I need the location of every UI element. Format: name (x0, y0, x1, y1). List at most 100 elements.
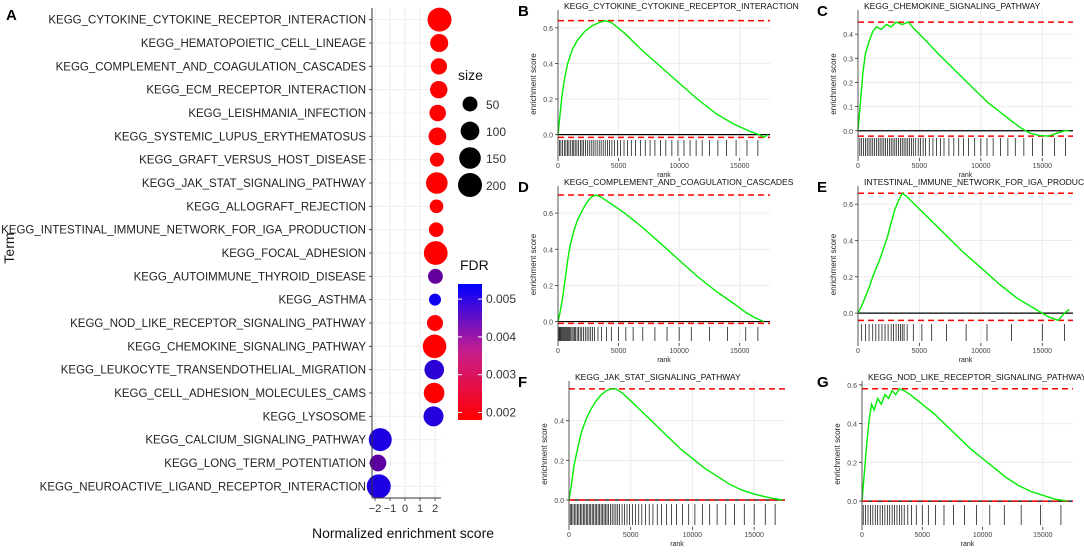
panel-title: KEGG_NOD_LIKE_RECEPTOR_SIGNALING_PATHWAY (868, 372, 1084, 382)
y-axis-label: enrichment score (829, 53, 838, 115)
x-tick-label: 10000 (971, 163, 991, 170)
y-tick-label: 0.0 (543, 133, 553, 140)
y-tick-label: 0.1 (843, 105, 853, 112)
size-legend-label: 50 (486, 98, 500, 112)
x-axis-label: rank (657, 172, 671, 179)
fdr-colorbar (458, 284, 482, 420)
term-label: KEGG_HEMATOPOIETIC_CELL_LINEAGE (141, 38, 367, 50)
panel-a: KEGG_CYTOKINE_CYTOKINE_RECEPTOR_INTERACT… (1, 7, 516, 541)
x-tick-label: 0 (556, 348, 560, 355)
x-axis-label: Normalized enrichment score (312, 525, 494, 541)
term-label: KEGG_INTESTINAL_IMMUNE_NETWORK_FOR_IGA_P… (1, 225, 366, 237)
dot (429, 199, 444, 214)
panel-title: INTESTINAL_IMMUNE_NETWORK_FOR_IGA_PRODUC… (864, 177, 1084, 187)
term-label: KEGG_AUTOIMMUNE_THYROID_DISEASE (134, 271, 367, 283)
y-tick-label: 0.2 (843, 80, 853, 87)
y-tick-label: 0.4 (554, 419, 564, 426)
y-tick-label: 0.0 (843, 311, 853, 318)
plot-area (569, 381, 785, 527)
fdr-tick-label: 0.004 (486, 330, 516, 344)
dot (423, 382, 445, 404)
plot-area (558, 186, 770, 343)
x-tick-label: 5000 (611, 163, 627, 170)
term-label: KEGG_GRAFT_VERSUS_HOST_DISEASE (139, 155, 366, 167)
panel-title: KEGG_CHEMOKINE_SIGNALING_PATHWAY (864, 1, 1041, 11)
dot (430, 58, 448, 75)
y-axis-label: Term (1, 232, 17, 263)
dot (428, 127, 447, 146)
panel-c: C KEGG_CHEMOKINE_SIGNALING_PATHWAY 0.0 0.1 0… (817, 1, 1073, 179)
dot (426, 172, 448, 194)
y-tick-label: 0.2 (554, 458, 564, 465)
y-tick-label: 0.4 (543, 61, 553, 68)
y-axis-label: enrichment score (540, 423, 549, 485)
y-tick-label: 0.6 (543, 26, 553, 33)
dot (368, 428, 392, 452)
term-label: KEGG_CHEMOKINE_SIGNALING_PATHWAY (127, 341, 366, 353)
panel-label: A (6, 7, 17, 24)
size-legend-title: size (458, 67, 483, 83)
x-tick-label: 10000 (973, 532, 993, 539)
es-curve (861, 387, 1068, 502)
y-tick-label: 0.2 (847, 460, 857, 467)
x-tick-label: 10000 (683, 532, 703, 539)
es-curve (568, 388, 783, 501)
term-label: KEGG_COMPLEMENT_AND_COAGULATION_CASCADES (56, 61, 367, 73)
term-label: KEGG_ALLOGRAFT_REJECTION (186, 201, 366, 213)
dot (423, 406, 444, 427)
term-label: KEGG_LYSOSOME (263, 411, 367, 423)
x-axis-label: rank (959, 172, 973, 179)
y-tick-label: 0.2 (543, 97, 553, 104)
dot (430, 80, 448, 99)
panel-e: E INTESTINAL_IMMUNE_NETWORK_FOR_IGA_PRODU… (817, 177, 1084, 364)
panel-b: B KEGG_CYTOKINE_CYTOKINE_RECEPTOR_INTERAC… (518, 1, 799, 179)
es-curve (857, 21, 1070, 137)
x-axis-label: rank (959, 357, 973, 364)
y-axis-label: enrichment score (829, 233, 838, 295)
term-label: KEGG_ECM_RECEPTOR_INTERACTION (146, 85, 366, 97)
dot (429, 104, 446, 122)
panel-label: C (817, 3, 828, 20)
es-curve (557, 19, 769, 139)
x-tick-label: 15000 (1033, 348, 1053, 355)
plot-area (862, 381, 1073, 527)
y-tick-label: 0.0 (847, 499, 857, 506)
term-label: KEGG_NEUROACTIVE_LIGAND_RECEPTOR_INTERAC… (40, 481, 366, 493)
x-tick-label: 15000 (744, 532, 764, 539)
dot (429, 293, 441, 306)
x-tick-label: 0 (860, 532, 864, 539)
x-axis-label: rank (961, 541, 975, 548)
y-tick-label: 0.4 (543, 247, 553, 254)
x-tick-label: 5000 (912, 348, 928, 355)
x-tick-label: 5000 (914, 532, 930, 539)
term-label: KEGG_CALCIUM_SIGNALING_PATHWAY (145, 435, 366, 447)
y-tick-label: 0.6 (847, 383, 857, 390)
x-tick-label: 0 (556, 163, 560, 170)
x-tick-label: 0 (856, 163, 860, 170)
dot (427, 7, 452, 32)
panel-title: KEGG_COMPLEMENT_AND_COAGULATION_CASCADES (564, 177, 794, 187)
y-tick-label: 0.0 (554, 498, 564, 505)
x-tick-label: 10000 (669, 348, 689, 355)
plot-area (558, 10, 770, 158)
term-label: KEGG_CELL_ADHESION_MOLECULES_CAMS (114, 388, 366, 400)
x-axis-label: rank (657, 357, 671, 364)
x-tick-label: −1 (384, 503, 397, 515)
size-legend-dot (462, 96, 478, 112)
x-tick-label: 1 (417, 503, 423, 515)
size-legend-dot (459, 147, 481, 169)
y-axis-label: enrichment score (529, 53, 538, 115)
x-tick-label: 15000 (1033, 163, 1053, 170)
es-curve (557, 194, 765, 323)
x-tick-label: 0 (402, 503, 408, 515)
fdr-tick-label: 0.005 (486, 292, 516, 306)
y-tick-label: 0.6 (843, 202, 853, 209)
y-tick-label: 0.0 (543, 320, 553, 327)
x-axis-label: rank (670, 541, 684, 548)
y-tick-label: 0.4 (847, 422, 857, 429)
y-tick-label: 0.6 (543, 211, 553, 218)
dot (430, 33, 449, 53)
dot (428, 222, 444, 237)
es-curve (857, 192, 1070, 322)
x-tick-label: 15000 (730, 163, 750, 170)
